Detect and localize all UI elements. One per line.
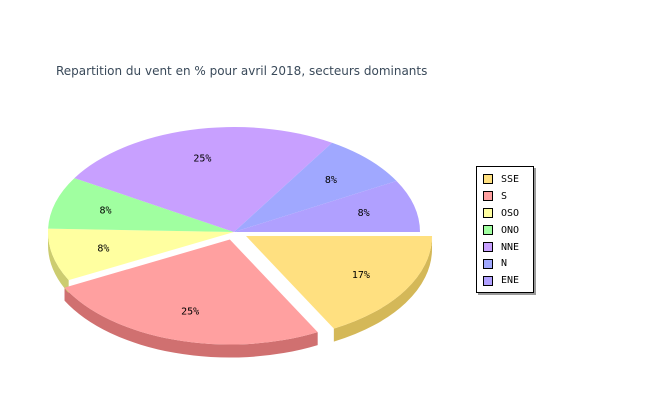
slice-label-ono: 8% — [99, 206, 111, 217]
legend-label: SSE — [501, 173, 520, 185]
legend-label: ENE — [501, 275, 520, 287]
legend-item-oso: OSO — [483, 205, 533, 222]
slice-oso — [47, 228, 234, 281]
slice-label-ene: 8% — [358, 208, 370, 219]
legend-label: S — [501, 190, 508, 202]
legend-item-nne: NNE — [483, 239, 533, 256]
slice-side-sse — [333, 236, 433, 342]
legend-swatch — [483, 242, 493, 252]
slice-ene — [234, 180, 420, 232]
pie-labels: 17% 25% 8% 8% 25% 8% 8% — [97, 154, 370, 318]
legend-item-s: S — [483, 188, 533, 205]
legend-label: OSO — [501, 207, 520, 219]
legend-swatch — [483, 275, 493, 286]
slice-side-s — [64, 287, 318, 358]
slice-side-oso — [48, 232, 69, 294]
legend-item-sse: SSE — [483, 171, 533, 188]
legend-swatch — [483, 208, 493, 219]
pie-sides — [48, 232, 433, 358]
legend-label: ONO — [501, 224, 520, 236]
slice-ono — [48, 178, 234, 232]
legend-label: N — [501, 258, 508, 270]
slice-label-s: 25% — [181, 307, 199, 318]
slice-label-n: 8% — [325, 175, 337, 186]
slice-label-oso: 8% — [97, 244, 109, 255]
slice-s — [64, 239, 318, 345]
legend-swatch — [483, 191, 493, 202]
slice-n — [234, 142, 397, 232]
pie-slices — [47, 127, 433, 345]
legend-item-ene: ENE — [483, 272, 533, 289]
legend: SSE S OSO ONO NNE N ENE — [476, 166, 534, 294]
chart-title: Repartition du vent en % pour avril 2018… — [56, 64, 428, 78]
legend-label: NNE — [501, 241, 520, 253]
slice-label-nne: 25% — [193, 154, 211, 165]
legend-swatch — [483, 225, 493, 236]
legend-item-ono: ONO — [483, 222, 533, 239]
slice-label-sse: 17% — [352, 270, 370, 281]
slice-nne — [74, 127, 333, 232]
slice-sse — [246, 236, 433, 329]
legend-swatch — [483, 258, 493, 269]
legend-item-n: N — [483, 255, 533, 272]
legend-swatch — [483, 174, 493, 185]
